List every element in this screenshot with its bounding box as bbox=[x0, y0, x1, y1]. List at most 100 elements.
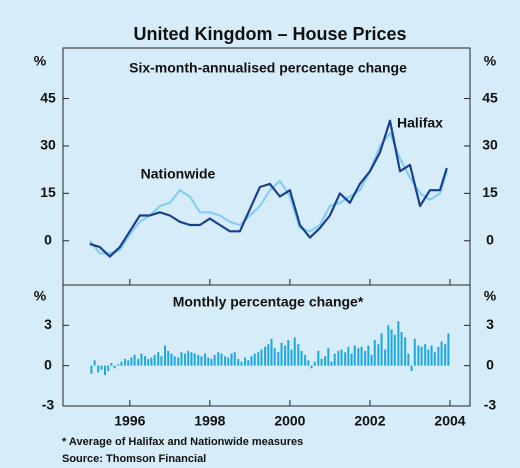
bar bbox=[417, 345, 420, 366]
bar bbox=[157, 352, 160, 366]
bar bbox=[93, 360, 96, 366]
bar bbox=[430, 345, 433, 366]
bar bbox=[150, 357, 153, 366]
chart-title: United Kingdom – House Prices bbox=[133, 24, 406, 44]
y-tick-label: 45 bbox=[40, 89, 56, 105]
bar bbox=[344, 352, 347, 366]
bar bbox=[120, 361, 123, 366]
bar bbox=[244, 357, 247, 366]
bar bbox=[153, 354, 156, 366]
bar bbox=[90, 365, 93, 374]
y-tick-label: 3 bbox=[486, 316, 494, 332]
bar bbox=[280, 342, 283, 366]
bar bbox=[447, 333, 450, 366]
bar bbox=[333, 353, 336, 366]
bar bbox=[293, 337, 296, 366]
bar bbox=[160, 356, 163, 366]
bar bbox=[200, 356, 203, 366]
bar bbox=[170, 353, 173, 366]
bar bbox=[190, 352, 193, 366]
y-unit: % bbox=[484, 288, 497, 304]
x-tick-label: 2000 bbox=[274, 413, 305, 429]
source: Source: Thomson Financial bbox=[62, 453, 206, 465]
bar bbox=[173, 356, 176, 366]
bar bbox=[167, 350, 170, 366]
panel-title: Six-month-annualised percentage change bbox=[129, 60, 407, 76]
bar bbox=[247, 360, 250, 366]
bar bbox=[324, 356, 327, 366]
y-tick-label: 0 bbox=[44, 231, 52, 247]
bar bbox=[297, 344, 300, 366]
bar bbox=[184, 353, 187, 366]
bar bbox=[177, 357, 180, 366]
bar bbox=[327, 348, 330, 366]
y-unit: % bbox=[34, 53, 47, 69]
bar bbox=[253, 353, 256, 366]
bar bbox=[237, 358, 240, 366]
bar bbox=[330, 361, 333, 366]
panel-title: Monthly percentage change* bbox=[173, 294, 364, 310]
y-tick-label: 15 bbox=[482, 184, 498, 200]
bar bbox=[130, 357, 133, 366]
bar bbox=[224, 356, 227, 366]
bar bbox=[140, 353, 143, 366]
bar bbox=[370, 354, 373, 366]
bar bbox=[217, 352, 220, 366]
series-label: Halifax bbox=[397, 115, 443, 131]
footnote: * Average of Halifax and Nationwide meas… bbox=[62, 436, 303, 448]
bar bbox=[110, 362, 113, 366]
bar bbox=[187, 350, 190, 366]
bar bbox=[407, 353, 410, 366]
bar bbox=[437, 346, 440, 366]
bar bbox=[290, 349, 293, 366]
bar bbox=[337, 350, 340, 366]
bar bbox=[313, 361, 316, 366]
bar bbox=[357, 348, 360, 366]
y-tick-label: -3 bbox=[484, 397, 497, 413]
line-series bbox=[89, 119, 448, 258]
bar bbox=[144, 356, 147, 366]
bar bbox=[180, 352, 183, 366]
y-tick-label: -3 bbox=[42, 397, 55, 413]
bar bbox=[410, 365, 413, 372]
series-label: Nationwide bbox=[141, 166, 216, 182]
bar bbox=[353, 345, 356, 366]
bar bbox=[340, 349, 343, 366]
bar bbox=[397, 321, 400, 366]
x-tick-label: 2004 bbox=[434, 413, 465, 429]
bar bbox=[207, 357, 210, 366]
y-tick-label: 0 bbox=[486, 356, 494, 372]
y-tick-label: 0 bbox=[44, 356, 52, 372]
bar bbox=[377, 344, 380, 366]
bar bbox=[384, 349, 387, 366]
y-tick-label: 3 bbox=[44, 316, 52, 332]
bar bbox=[424, 344, 427, 366]
y-tick-label: 30 bbox=[40, 137, 56, 153]
bar bbox=[390, 329, 393, 366]
bar bbox=[117, 364, 120, 366]
bar bbox=[204, 353, 207, 366]
y-unit: % bbox=[484, 53, 497, 69]
bar bbox=[147, 358, 150, 366]
x-tick-label: 2002 bbox=[354, 413, 385, 429]
bar bbox=[240, 361, 243, 366]
bar bbox=[287, 340, 290, 366]
bar bbox=[230, 353, 233, 366]
bar bbox=[413, 338, 416, 366]
bar bbox=[127, 360, 130, 366]
bar bbox=[277, 352, 280, 366]
bar bbox=[320, 358, 323, 366]
bar bbox=[107, 365, 110, 372]
bar bbox=[350, 353, 353, 366]
bar bbox=[347, 346, 350, 366]
bar bbox=[260, 349, 263, 366]
bar bbox=[273, 348, 276, 366]
bar bbox=[197, 354, 200, 366]
bar bbox=[100, 365, 103, 370]
bar bbox=[310, 365, 313, 369]
frame bbox=[62, 47, 471, 407]
bar bbox=[193, 353, 196, 366]
bar bbox=[387, 325, 390, 366]
y-unit: % bbox=[34, 288, 47, 304]
